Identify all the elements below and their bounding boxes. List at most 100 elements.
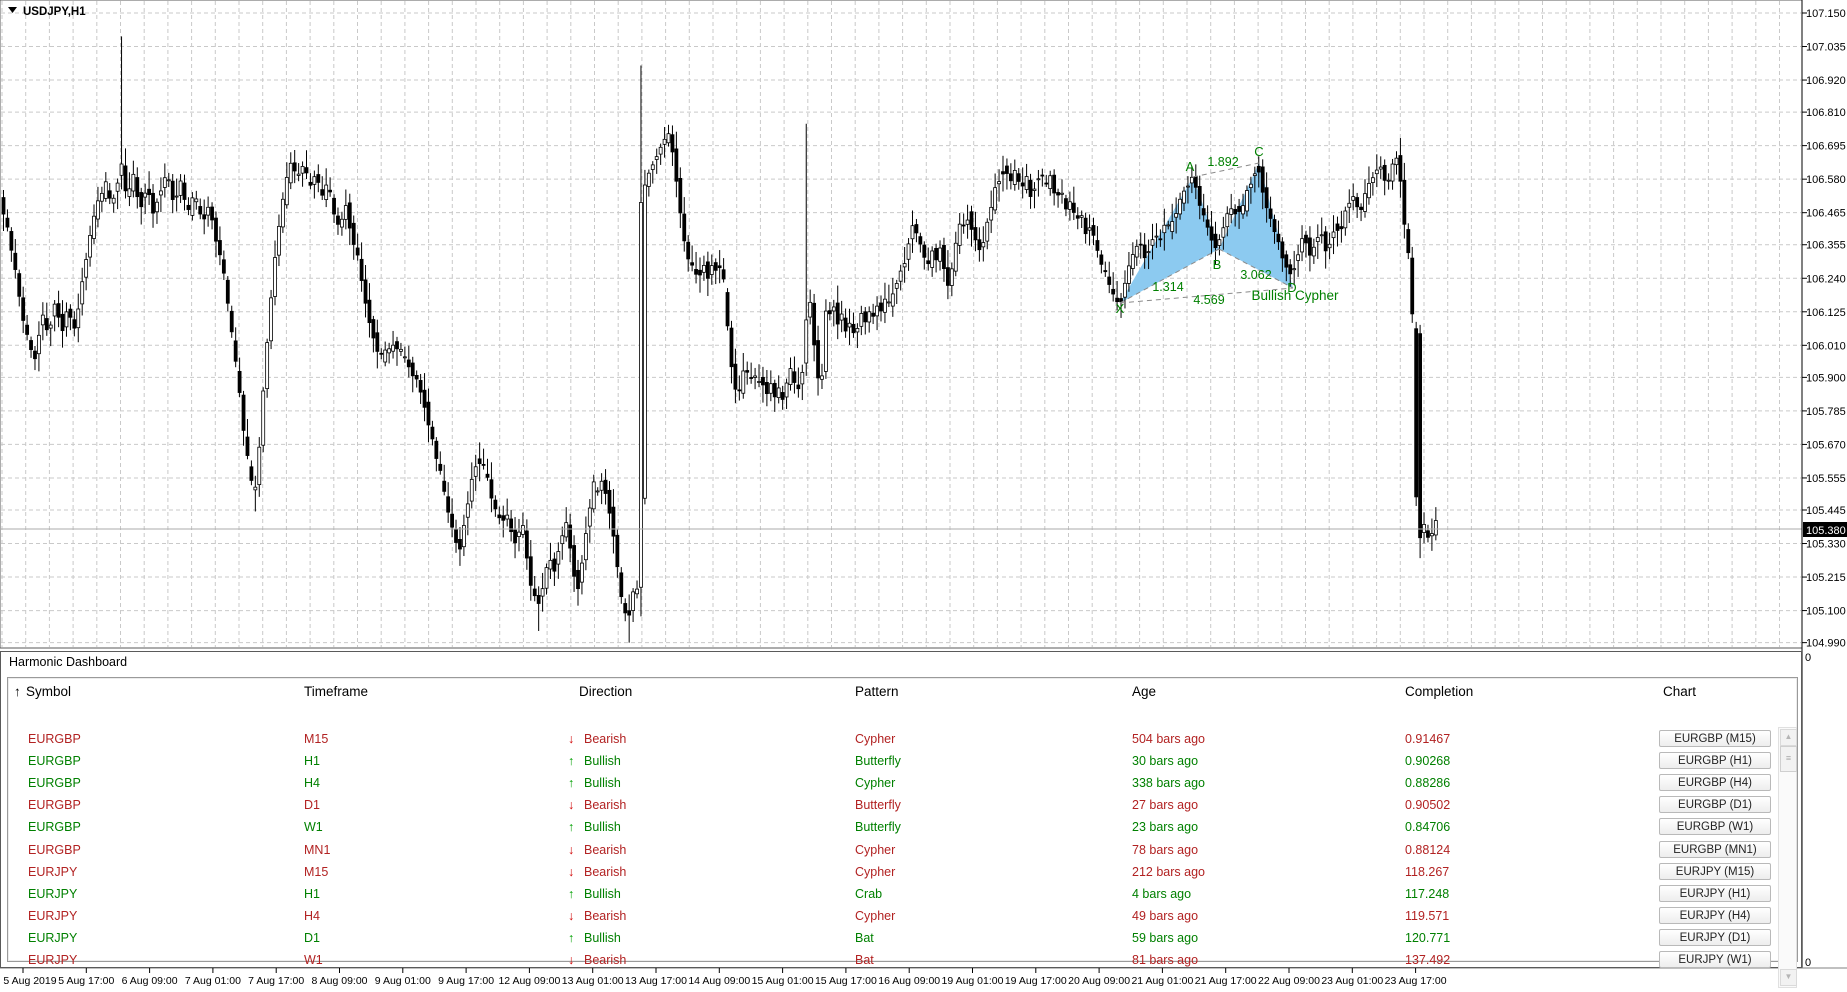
column-header-pattern[interactable]: Pattern [855, 684, 899, 699]
direction-cell: Bearish [584, 908, 627, 923]
time-axis-label: 19 Aug 01:00 [942, 975, 1004, 987]
table-row[interactable]: EURJPY M15 ↓ Bearish Cypher 212 bars ago 118.2… [8, 861, 1797, 883]
open-chart-button[interactable]: EURJPY (M15) [1659, 862, 1771, 880]
price-axis-label: 106.695 [1806, 141, 1846, 153]
panel-title: Harmonic Dashboard [9, 655, 128, 669]
indicator-scale-bottom: 0 [1805, 957, 1811, 969]
table-row[interactable]: EURGBP M15 ↓ Bearish Cypher 504 bars ago 0.914… [8, 728, 1797, 750]
column-header-timeframe[interactable]: Timeframe [304, 684, 369, 699]
pattern-ratio-label: 1.314 [1152, 280, 1183, 294]
pattern-point-label: D [1287, 280, 1296, 295]
table-row[interactable]: EURJPY H1 ↑ Bullish Crab 4 bars ago 117.248 EUR… [8, 883, 1797, 905]
symbol-cell: EURGBP [28, 754, 81, 769]
price-axis-label: 106.810 [1806, 107, 1846, 119]
table-scrollbar[interactable]: ▲ ≡ ▼ [1778, 727, 1797, 988]
time-axis-label: 6 Aug 09:00 [122, 975, 178, 987]
open-chart-button[interactable]: EURGBP (H4) [1659, 774, 1771, 792]
pattern-cell: Butterfly [855, 798, 901, 813]
symbol-dropdown-icon[interactable] [8, 7, 17, 13]
table-row[interactable]: EURGBP H1 ↑ Bullish Butterfly 30 bars ago 0.90… [8, 750, 1797, 772]
column-header-direction[interactable]: Direction [579, 684, 633, 699]
pattern-ratio-label: 4.569 [1193, 293, 1224, 307]
direction-cell: Bearish [584, 798, 627, 813]
symbol-cell: EURJPY [28, 930, 78, 945]
scrollbar-down-icon[interactable]: ▼ [1780, 969, 1797, 986]
price-axis-label: 105.900 [1806, 372, 1846, 384]
time-axis-label: 7 Aug 01:00 [185, 975, 241, 987]
price-axis-label: 105.555 [1806, 473, 1846, 485]
open-chart-button[interactable]: EURGBP (M15) [1659, 730, 1771, 747]
table-row[interactable]: EURGBP MN1 ↓ Bearish Cypher 78 bars ago 0.8812… [8, 839, 1797, 861]
open-chart-button[interactable]: EURGBP (D1) [1659, 796, 1771, 814]
table-row[interactable]: EURGBP H4 ↑ Bullish Cypher 338 bars ago 0.8828… [8, 772, 1797, 794]
symbol-cell: EURJPY [28, 953, 78, 967]
arrow-up-icon: ↑ [568, 754, 575, 769]
table-row[interactable]: EURGBP D1 ↓ Bearish Butterfly 27 bars ago 0.90… [8, 794, 1797, 816]
pattern-name-label: Bullish Cypher [1251, 288, 1339, 303]
open-chart-button[interactable]: EURJPY (H4) [1659, 906, 1771, 924]
column-header-symbol[interactable]: Symbol [26, 684, 72, 699]
table-row[interactable]: EURGBP W1 ↑ Bullish Butterfly 23 bars ago 0.84… [8, 816, 1797, 838]
time-axis-label: 7 Aug 17:00 [248, 975, 304, 987]
symbol-label[interactable]: USDJPY,H1 [8, 6, 86, 18]
time-axis-label: 9 Aug 01:00 [375, 975, 431, 987]
pattern-point-label: C [1254, 144, 1263, 159]
pattern-cell: Bat [855, 953, 874, 967]
time-axis-label: 22 Aug 09:00 [1258, 975, 1320, 987]
column-header-age[interactable]: Age [1132, 684, 1157, 699]
pattern-cell: Cypher [855, 842, 896, 857]
age-cell: 81 bars ago [1132, 953, 1199, 967]
column-header-chart[interactable]: Chart [1663, 684, 1697, 699]
price-axis-label: 105.215 [1806, 572, 1846, 584]
direction-cell: Bearish [584, 953, 627, 967]
harmonic-pattern-triangles[interactable] [1120, 163, 1293, 303]
pattern-point-label: A [1186, 159, 1195, 174]
price-axis-label: 106.010 [1806, 340, 1846, 352]
time-axis-label: 16 Aug 09:00 [878, 975, 940, 987]
price-axis-label: 104.990 [1806, 638, 1846, 650]
time-axis-label: 15 Aug 01:00 [752, 975, 814, 987]
pattern-cell: Cypher [855, 732, 896, 746]
open-chart-button[interactable]: EURGBP (W1) [1659, 818, 1771, 836]
scrollbar-thumb[interactable]: ≡ [1780, 746, 1797, 772]
table-row[interactable]: EURJPY W1 ↓ Bearish Bat 81 bars ago 137.492 EUR… [8, 949, 1797, 971]
completion-cell: 137.492 [1405, 953, 1451, 967]
pattern-cell: Butterfly [855, 820, 901, 835]
price-axis-label: 107.035 [1806, 42, 1846, 54]
signals-table: ↑ Symbol Timeframe Direction Pattern Age Compl… [7, 677, 1798, 988]
arrow-down-icon: ↓ [568, 732, 575, 746]
open-chart-button[interactable]: EURGBP (MN1) [1659, 840, 1771, 858]
price-axis-label: 106.580 [1806, 174, 1846, 186]
open-chart-button[interactable]: EURJPY (W1) [1659, 951, 1771, 968]
price-axis-label: 106.125 [1806, 307, 1846, 319]
direction-cell: Bearish [584, 732, 627, 746]
pattern-ratio-label: 3.062 [1240, 268, 1271, 282]
age-cell: 78 bars ago [1132, 842, 1199, 857]
table-row[interactable]: EURJPY H4 ↓ Bearish Cypher 49 bars ago 119.571… [8, 905, 1797, 927]
arrow-up-icon: ↑ [568, 776, 575, 791]
time-axis-label: 15 Aug 17:00 [815, 975, 877, 987]
timeframe-cell: H1 [304, 754, 320, 769]
direction-cell: Bullish [584, 820, 621, 835]
symbol-cell: EURGBP [28, 842, 81, 857]
harmonic-dashboard-panel: Harmonic Dashboard ↑ Symbol Timeframe Direc… [0, 651, 1802, 988]
column-header-completion[interactable]: Completion [1405, 684, 1474, 699]
symbol-cell: EURJPY [28, 908, 78, 923]
symbol-cell: EURGBP [28, 820, 81, 835]
time-axis-label: 13 Aug 17:00 [625, 975, 687, 987]
open-chart-button[interactable]: EURJPY (D1) [1659, 928, 1771, 946]
open-chart-button[interactable]: EURGBP (H1) [1659, 752, 1771, 770]
current-price-tag: 105.380 [1803, 522, 1847, 537]
timeframe-cell: M15 [304, 732, 329, 746]
timeframe-cell: W1 [304, 953, 323, 967]
sort-arrow-icon[interactable]: ↑ [14, 684, 21, 699]
open-chart-button[interactable]: EURJPY (H1) [1659, 884, 1771, 902]
symbol-cell: EURJPY [28, 886, 78, 901]
table-row[interactable]: EURJPY D1 ↑ Bullish Bat 59 bars ago 120.771 EUR… [8, 927, 1797, 949]
price-axis-label: 106.240 [1806, 273, 1846, 285]
scrollbar-up-icon[interactable]: ▲ [1780, 729, 1797, 746]
time-axis-label: 9 Aug 17:00 [438, 975, 494, 987]
age-cell: 504 bars ago [1132, 732, 1205, 746]
